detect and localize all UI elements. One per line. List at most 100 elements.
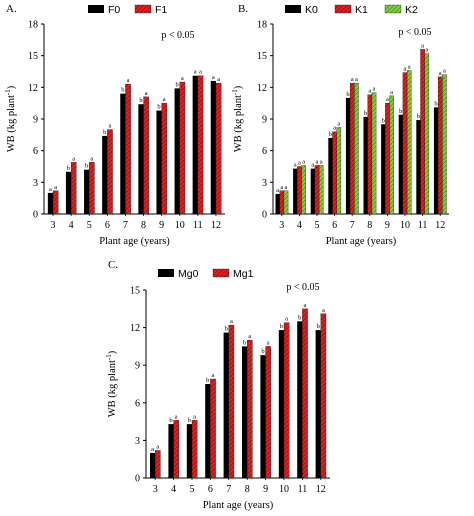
bar-k0-3 bbox=[276, 194, 280, 214]
significance-letter: b bbox=[206, 377, 209, 384]
significance-letter: a bbox=[109, 123, 112, 130]
bar-f0-8 bbox=[138, 104, 143, 214]
legend-label-k2: K2 bbox=[405, 4, 418, 16]
significance-letter: a bbox=[302, 158, 305, 165]
x-tick-label: 5 bbox=[87, 220, 92, 231]
legend-label-mg0: Mg0 bbox=[178, 268, 199, 280]
x-axis-label: Plant age (years) bbox=[99, 236, 170, 247]
bar-f1-8 bbox=[144, 97, 149, 214]
bar-f0-7 bbox=[120, 94, 125, 214]
bar-f0-5 bbox=[84, 170, 89, 214]
bar-mg1-3 bbox=[155, 450, 160, 478]
bar-mg1-8 bbox=[247, 340, 252, 478]
bar-mg1-6 bbox=[210, 379, 215, 478]
significance-letter: a bbox=[373, 86, 376, 93]
x-tick-label: 9 bbox=[263, 484, 268, 495]
significance-letter: a bbox=[390, 89, 393, 96]
significance-letter: a bbox=[145, 90, 148, 97]
bar-mg1-9 bbox=[266, 346, 271, 478]
bar-mg1-7 bbox=[229, 325, 234, 478]
significance-letter: a bbox=[285, 316, 288, 323]
bar-k2-4 bbox=[302, 165, 306, 214]
x-tick-label: 12 bbox=[316, 484, 326, 495]
x-tick-label: 11 bbox=[193, 220, 203, 231]
significance-letter: a bbox=[355, 76, 358, 83]
bar-k0-5 bbox=[311, 169, 315, 214]
significance-letter: a bbox=[163, 96, 166, 103]
bar-f0-3 bbox=[48, 193, 53, 214]
x-tick-label: 12 bbox=[211, 220, 221, 231]
bar-f0-9 bbox=[156, 111, 161, 214]
y-tick-label: 9 bbox=[33, 115, 38, 126]
chart-panel-1: A. 0 3 6 9 12 15 18 WB (kg plant-1) Plant age (ye… bbox=[4, 3, 225, 247]
legend-swatch-mg0 bbox=[158, 269, 174, 277]
significance-letter: a bbox=[311, 162, 314, 169]
bar-k1-5 bbox=[315, 165, 319, 214]
x-tick-label: 4 bbox=[69, 220, 74, 231]
bar-k0-4 bbox=[293, 169, 297, 214]
x-tick-label: 7 bbox=[123, 220, 128, 231]
x-tick-label: 7 bbox=[350, 220, 355, 231]
significance-letter: a bbox=[304, 302, 307, 309]
significance-letter: a bbox=[439, 70, 442, 77]
x-tick-label: 8 bbox=[367, 220, 372, 231]
significance-letter: a bbox=[443, 68, 446, 75]
significance-letter: a bbox=[276, 187, 279, 194]
bar-k1-3 bbox=[280, 191, 284, 214]
y-tick-label: 6 bbox=[135, 398, 140, 409]
significance-letter: b bbox=[434, 100, 437, 107]
x-tick-label: 5 bbox=[315, 220, 320, 231]
significance-letter: a bbox=[212, 372, 215, 379]
significance-letter: a bbox=[316, 158, 319, 165]
x-tick-label: 8 bbox=[141, 220, 146, 231]
bar-k0-7 bbox=[346, 98, 350, 214]
bar-k1-7 bbox=[350, 83, 354, 214]
bar-k0-12 bbox=[434, 107, 438, 214]
bar-mg0-5 bbox=[187, 424, 192, 478]
significance-letter: b bbox=[85, 163, 88, 170]
y-axis-label: WB (kg plant-1) bbox=[4, 85, 17, 152]
bar-f0-6 bbox=[102, 136, 107, 214]
bar-k1-4 bbox=[297, 167, 301, 215]
significance-letter: b bbox=[399, 108, 402, 115]
significance-letter: b bbox=[157, 104, 160, 111]
y-tick-label: 12 bbox=[257, 83, 267, 94]
bar-f0-11 bbox=[193, 76, 198, 214]
panel-label: C. bbox=[108, 259, 118, 271]
significance-letter: b bbox=[317, 323, 320, 330]
bar-k2-5 bbox=[319, 165, 323, 214]
significance-letter: a bbox=[212, 74, 215, 81]
y-tick-label: 0 bbox=[135, 474, 140, 485]
chart-panel-3: C. 0 3 6 9 12 15 WB (kg plant-1) Plant age (year… bbox=[105, 259, 330, 511]
significance-letter: a bbox=[333, 125, 336, 132]
significance-letter: a bbox=[54, 184, 57, 191]
legend-label-mg1: Mg1 bbox=[233, 268, 254, 280]
significance-letter: a bbox=[230, 318, 233, 325]
y-tick-label: 12 bbox=[130, 323, 140, 334]
significance-letter: a bbox=[421, 42, 424, 49]
significance-letter: a bbox=[193, 413, 196, 420]
y-tick-label: 3 bbox=[33, 178, 38, 189]
x-tick-label: 11 bbox=[418, 220, 428, 231]
legend-swatch-f1 bbox=[135, 5, 151, 13]
significance-letter: b bbox=[382, 117, 385, 124]
bar-k0-8 bbox=[364, 117, 368, 214]
significance-letter: b bbox=[243, 339, 246, 346]
x-tick-label: 6 bbox=[105, 220, 110, 231]
bar-k2-10 bbox=[407, 70, 411, 214]
significance-letter: a bbox=[386, 96, 389, 103]
bar-f1-12 bbox=[216, 83, 221, 214]
bar-k1-11 bbox=[421, 49, 425, 214]
significance-letter: a bbox=[285, 184, 288, 191]
y-tick-label: 18 bbox=[257, 20, 267, 31]
bar-f1-10 bbox=[180, 82, 185, 214]
x-tick-label: 9 bbox=[159, 220, 164, 231]
bar-f0-4 bbox=[66, 172, 71, 214]
significance-letter: b bbox=[139, 97, 142, 104]
bar-f0-10 bbox=[175, 88, 180, 214]
significance-letter: a bbox=[90, 155, 93, 162]
significance-letter: a bbox=[294, 162, 297, 169]
significance-letter: a bbox=[175, 413, 178, 420]
significance-letter: a bbox=[337, 120, 340, 127]
x-tick-label: 4 bbox=[297, 220, 302, 231]
